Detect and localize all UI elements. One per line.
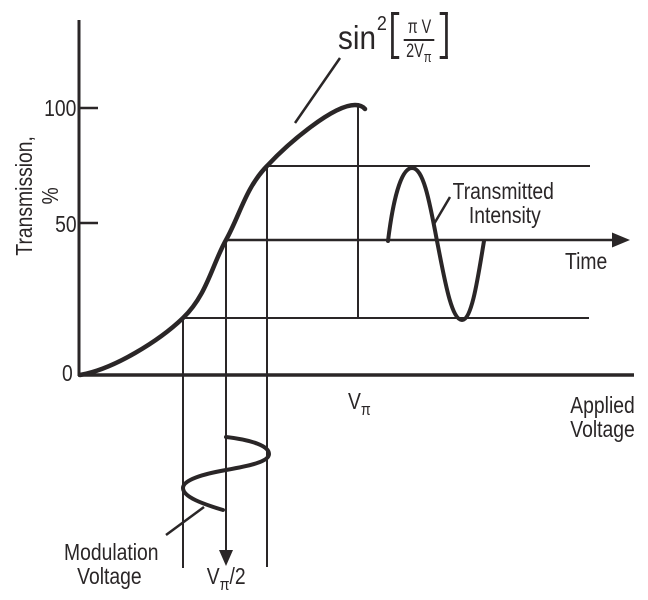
formula-exponent: 2 bbox=[376, 13, 387, 35]
transfer-curve bbox=[77, 102, 368, 378]
modulation-voltage-label-line1: Modulation bbox=[63, 539, 159, 565]
transfer-function-formula: sin 2 π V 2Vπ bbox=[338, 12, 448, 68]
transmitted-intensity-label-line1: Transmitted bbox=[452, 178, 554, 204]
y-axis-title-text: Transmission, % bbox=[11, 136, 63, 256]
transmitted-intensity-label-line2: Intensity bbox=[469, 202, 541, 228]
v-pi-half-marker: Vπ/2 bbox=[206, 563, 246, 594]
y-tick-label-100: 100 bbox=[43, 95, 76, 121]
formula-leader-line bbox=[293, 57, 342, 124]
bias-arrowhead-icon bbox=[219, 550, 233, 566]
x-axis-title-line2: Voltage bbox=[570, 416, 635, 442]
time-axis-arrowhead-icon bbox=[612, 232, 630, 248]
y-axis-title: Transmission, % bbox=[11, 131, 63, 267]
v-pi-marker: Vπ bbox=[348, 388, 371, 419]
x-axis-title-line1: Applied bbox=[570, 392, 635, 418]
time-axis-label: Time bbox=[564, 248, 608, 274]
formula-denominator-subscript: π bbox=[423, 49, 432, 66]
transmitted-leader-line bbox=[432, 196, 452, 225]
modulation-voltage-wave bbox=[180, 435, 272, 512]
formula-numerator: π V bbox=[407, 17, 431, 38]
modulation-leader-line bbox=[165, 505, 205, 537]
y-tick-label-0: 0 bbox=[62, 360, 73, 386]
formula-denominator: 2V bbox=[406, 41, 424, 62]
modulation-voltage-label-line2: Voltage bbox=[76, 563, 142, 589]
fraction-bar-icon bbox=[403, 39, 435, 41]
formula-function: sin bbox=[338, 19, 376, 56]
transmitted-intensity-wave bbox=[386, 165, 486, 323]
y-tick-label-50: 50 bbox=[55, 211, 77, 237]
left-bracket-icon bbox=[391, 12, 400, 59]
formula-fraction: π V 2Vπ bbox=[401, 18, 437, 68]
right-bracket-icon bbox=[439, 12, 448, 59]
